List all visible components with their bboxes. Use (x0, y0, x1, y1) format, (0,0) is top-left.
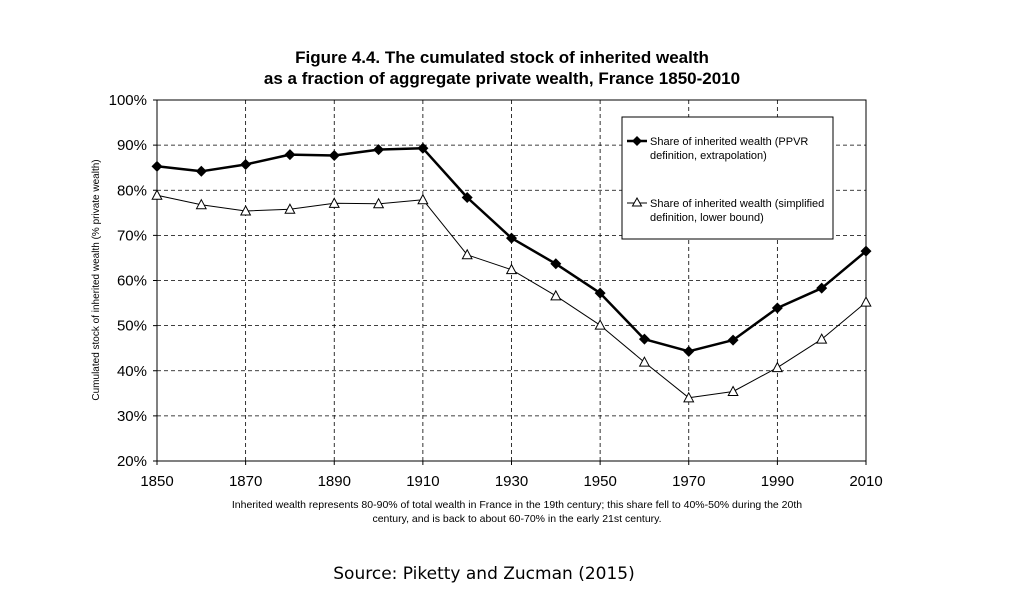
data-point-triangle (461, 248, 473, 260)
legend-marker-triangle (631, 196, 643, 207)
data-point-triangle (505, 263, 518, 275)
legend-marker-diamond (632, 136, 642, 146)
chart-title-line-2: as a fraction of aggregate private wealt… (264, 69, 740, 88)
chart-note-line-2: century, and is back to about 60-70% in … (372, 513, 661, 525)
data-point-triangle (683, 391, 695, 403)
data-point-triangle (195, 198, 207, 210)
y-tick-label: 30% (117, 408, 147, 425)
data-point-diamond (594, 287, 606, 299)
chart-note-line-1: Inherited wealth represents 80-90% of to… (232, 499, 802, 511)
data-point-diamond (506, 232, 517, 244)
data-point-triangle (816, 333, 828, 344)
legend-label-simplified-line-2: definition, lower bound) (650, 212, 764, 224)
data-point-triangle (151, 189, 163, 200)
x-tick-label: 1950 (583, 473, 616, 490)
y-tick-label: 60% (117, 273, 147, 290)
data-point-triangle (638, 356, 651, 367)
x-tick-label: 1890 (318, 473, 351, 490)
data-point-triangle (594, 319, 606, 330)
data-point-triangle (417, 193, 429, 205)
y-tick-label: 70% (117, 227, 147, 244)
y-tick-label: 100% (109, 92, 147, 109)
legend-label-ppvr-line-1: Share of inherited wealth (PPVR (650, 136, 808, 148)
data-point-diamond (683, 345, 695, 357)
source-caption: Source: Piketty and Zucman (2015) (333, 564, 634, 584)
data-point-triangle (860, 296, 872, 307)
x-axis-ticks: 1850 1870 1890 1910 1930 1950 1970 1990 2010 (140, 461, 883, 490)
data-point-triangle (328, 197, 340, 208)
data-point-diamond (461, 191, 473, 203)
legend-box (621, 116, 834, 240)
data-point-diamond (240, 159, 252, 171)
data-point-triangle (727, 385, 739, 397)
data-point-triangle (284, 203, 296, 214)
legend: Share of inherited wealth (PPVR definiti… (621, 116, 834, 240)
y-tick-label: 80% (117, 182, 147, 199)
data-point-diamond (638, 333, 650, 345)
legend-label-simplified-line-1: Share of inherited wealth (simplified (650, 198, 824, 210)
y-tick-label: 20% (117, 453, 147, 470)
data-point-diamond (550, 258, 562, 270)
data-point-diamond (151, 160, 163, 172)
x-tick-label: 2010 (849, 473, 882, 490)
data-point-diamond (328, 150, 340, 162)
data-point-triangle (239, 204, 252, 216)
data-point-diamond (195, 165, 207, 177)
y-tick-label: 50% (117, 318, 147, 335)
data-series (151, 142, 872, 403)
data-point-diamond (816, 282, 828, 294)
y-axis-ticks: 20% 30% 40% 50% 60% 70% 80% 90% 100% (109, 92, 157, 470)
x-tick-label: 1870 (229, 473, 262, 490)
x-tick-label: 1850 (140, 473, 173, 490)
y-axis-label: Cumulated stock of inherited wealth (% p… (91, 159, 102, 400)
chart-title-line-1: Figure 4.4. The cumulated stock of inher… (295, 48, 709, 67)
data-point-triangle (372, 197, 385, 209)
x-tick-label: 1990 (761, 473, 794, 490)
x-tick-label: 1910 (406, 473, 439, 490)
y-tick-label: 40% (117, 363, 147, 380)
data-point-diamond (771, 302, 783, 314)
data-point-diamond (860, 245, 872, 257)
x-tick-label: 1970 (672, 473, 705, 490)
data-point-diamond (284, 149, 296, 161)
data-point-diamond (417, 142, 429, 154)
legend-label-ppvr-line-2: definition, extrapolation) (650, 150, 767, 162)
data-point-diamond (727, 334, 739, 346)
x-tick-label: 1930 (495, 473, 528, 490)
data-point-triangle (550, 289, 562, 301)
y-tick-label: 90% (117, 137, 147, 154)
data-point-diamond (373, 144, 385, 156)
data-point-triangle (771, 361, 784, 373)
